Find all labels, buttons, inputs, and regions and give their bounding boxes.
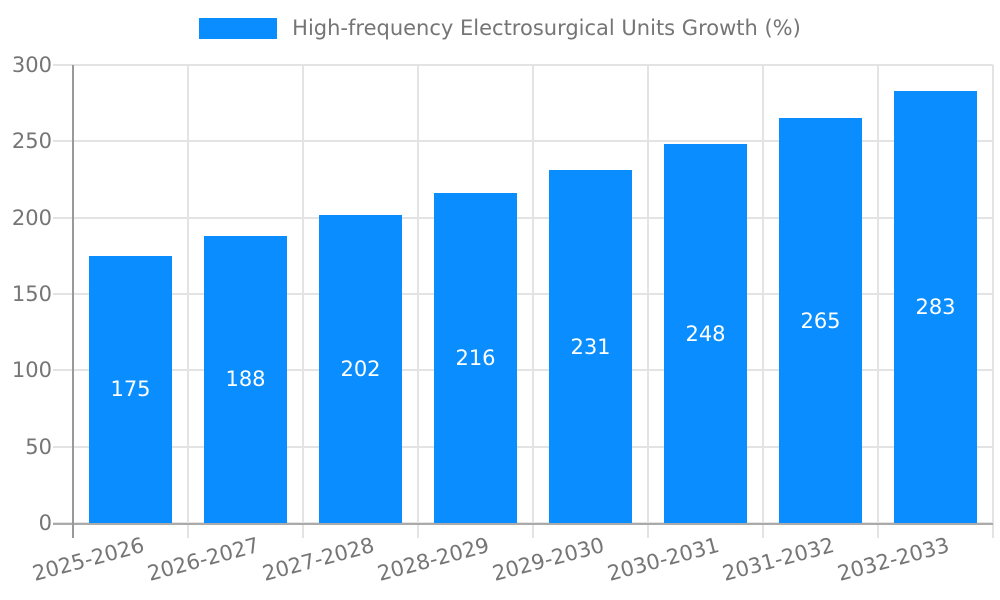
x-gridline [532, 65, 534, 538]
x-gridline [417, 65, 419, 538]
bar[interactable] [319, 214, 402, 523]
y-gridline [53, 293, 993, 295]
bar[interactable] [434, 193, 517, 523]
x-gridline [647, 65, 649, 538]
bar[interactable] [204, 235, 287, 523]
x-tick-label: 2028-2029 [374, 533, 492, 586]
x-tick-label: 2026-2027 [144, 533, 262, 586]
x-tick-label: 2029-2030 [489, 533, 607, 586]
x-gridline [992, 65, 994, 538]
x-gridline [187, 65, 189, 538]
legend[interactable]: High-frequency Electrosurgical Units Gro… [0, 16, 1000, 40]
bar[interactable] [664, 144, 747, 523]
bar-value-label: 216 [455, 346, 496, 371]
bar[interactable] [89, 255, 172, 523]
y-tick-label: 50 [25, 434, 52, 459]
y-tick-label: 100 [11, 358, 52, 383]
x-gridline [762, 65, 764, 538]
y-gridline [53, 64, 993, 66]
bar-value-label: 231 [570, 334, 611, 359]
y-gridline [53, 369, 993, 372]
bar-value-label: 202 [340, 356, 381, 381]
legend-label: High-frequency Electrosurgical Units Gro… [292, 16, 801, 40]
bar-value-label: 248 [685, 321, 726, 346]
bar[interactable] [779, 118, 862, 523]
x-tick-label: 2030-2031 [604, 533, 722, 586]
y-tick-label: 200 [11, 205, 52, 230]
x-gridline [877, 65, 879, 538]
bar[interactable] [894, 90, 977, 523]
bar-value-label: 283 [915, 294, 956, 319]
y-gridline [53, 140, 993, 143]
y-axis-line [72, 65, 74, 538]
y-gridline [53, 216, 993, 219]
x-axis-line [53, 523, 993, 525]
y-tick-label: 250 [11, 129, 52, 154]
legend-swatch [199, 17, 278, 39]
y-gridline [53, 445, 993, 448]
x-tick-label: 2027-2028 [259, 533, 377, 586]
y-tick-label: 300 [11, 53, 52, 77]
x-tick-label: 2032-2033 [834, 533, 952, 586]
bar-value-label: 188 [225, 367, 266, 392]
bar[interactable] [549, 170, 632, 523]
bar-value-label: 265 [800, 308, 841, 333]
y-tick-label: 0 [38, 511, 52, 535]
bar-value-label: 175 [110, 377, 151, 402]
x-gridline [302, 65, 304, 538]
y-tick-label: 150 [11, 282, 52, 306]
x-tick-label: 2031-2032 [719, 533, 837, 586]
x-tick-label: 2025-2026 [29, 533, 147, 586]
